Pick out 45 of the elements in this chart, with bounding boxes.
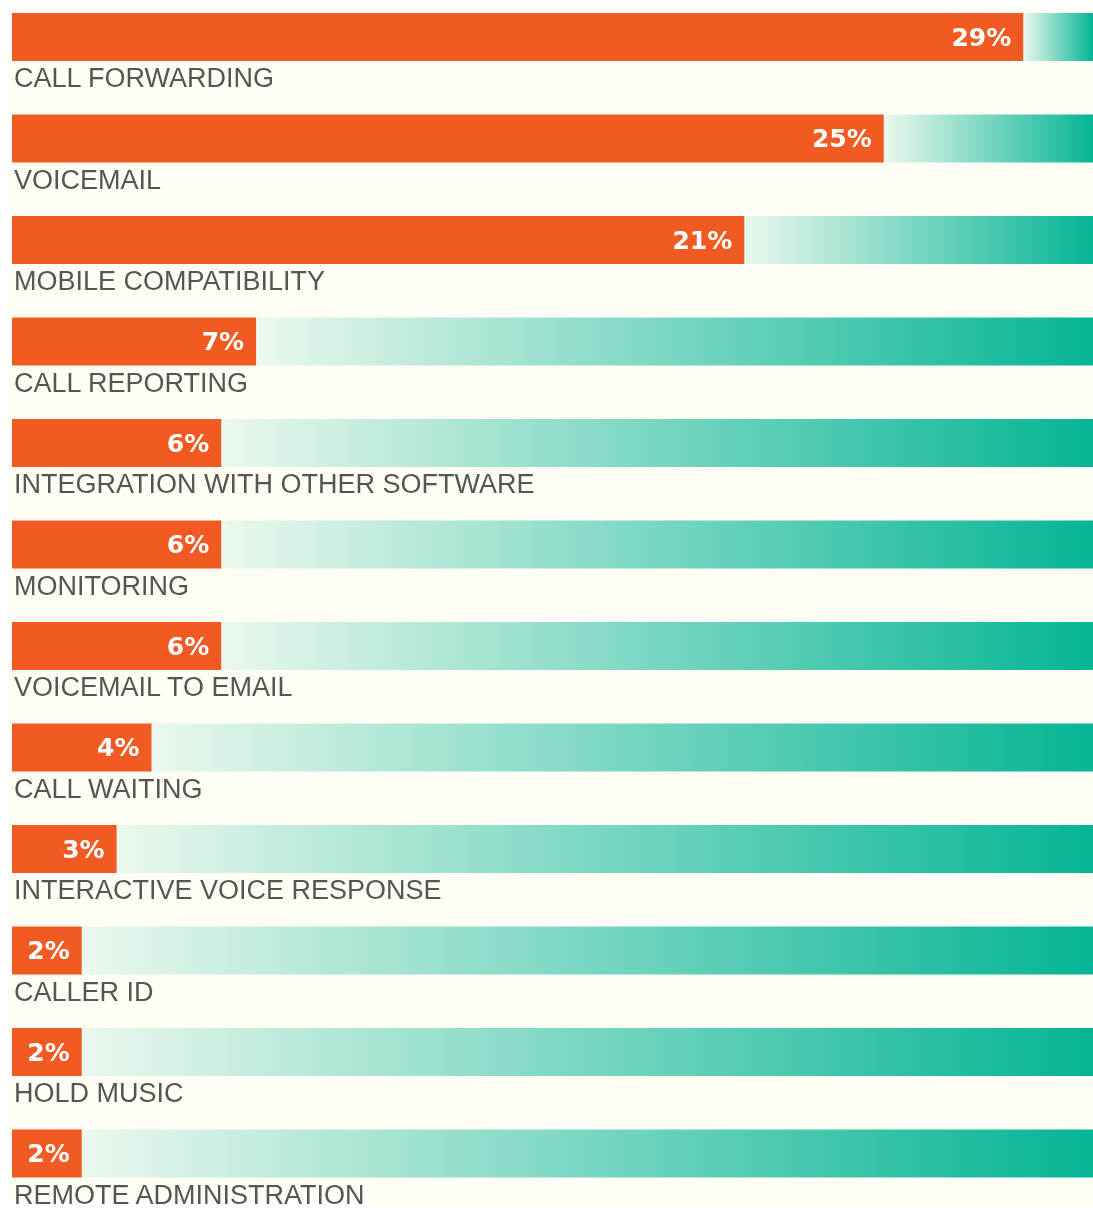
data-label: 6%: [166, 530, 210, 560]
data-label: 29%: [951, 22, 1012, 52]
y-tick-label: CALL WAITING: [14, 773, 203, 804]
bar: [81, 1129, 1093, 1178]
bar: [116, 825, 1093, 873]
bar: [12, 723, 152, 772]
bar: [151, 723, 1093, 772]
data-label: 21%: [672, 225, 733, 255]
bar: [221, 419, 1093, 467]
bar: [12, 114, 884, 163]
data-label: 4%: [97, 733, 140, 763]
bar: [744, 216, 1093, 264]
bar: [221, 520, 1093, 569]
data-label: 6%: [166, 631, 210, 661]
bar: [12, 520, 222, 569]
data-label: 2%: [27, 1037, 70, 1067]
bar: [12, 216, 745, 264]
bar: [883, 114, 1093, 163]
y-tick-label: INTEGRATION WITH OTHER SOFTWARE: [14, 469, 535, 499]
y-tick-label: CALL REPORTING: [14, 367, 249, 398]
bar: [12, 419, 222, 467]
bar: [256, 317, 1093, 366]
bar: [12, 317, 257, 366]
bar: [12, 825, 117, 873]
y-tick-label: CALLER ID: [14, 976, 154, 1007]
data-label: 3%: [62, 834, 105, 864]
y-tick-label: CALL FORWARDING: [14, 63, 275, 93]
data-label: 6%: [166, 428, 210, 458]
data-label: 2%: [27, 936, 70, 966]
y-tick-label: VOICEMAIL: [14, 164, 162, 195]
data-label: 7%: [201, 327, 245, 357]
data-label: 25%: [811, 124, 872, 154]
bar: [12, 622, 222, 670]
y-tick-label: INTERACTIVE VOICE RESPONSE: [14, 875, 442, 905]
bar: [81, 1028, 1093, 1076]
y-tick-label: VOICEMAIL TO EMAIL: [14, 672, 293, 702]
bar: [81, 926, 1093, 975]
y-tick-label: MONITORING: [14, 570, 189, 601]
bar: [1023, 13, 1093, 61]
y-tick-label: HOLD MUSIC: [14, 1078, 184, 1108]
bar: [221, 622, 1093, 670]
y-tick-label: MOBILE COMPATIBILITY: [14, 266, 326, 296]
y-tick-label: REMOTE ADMINISTRATION: [14, 1179, 365, 1210]
bar: [12, 13, 1024, 61]
data-label: 2%: [27, 1139, 70, 1169]
